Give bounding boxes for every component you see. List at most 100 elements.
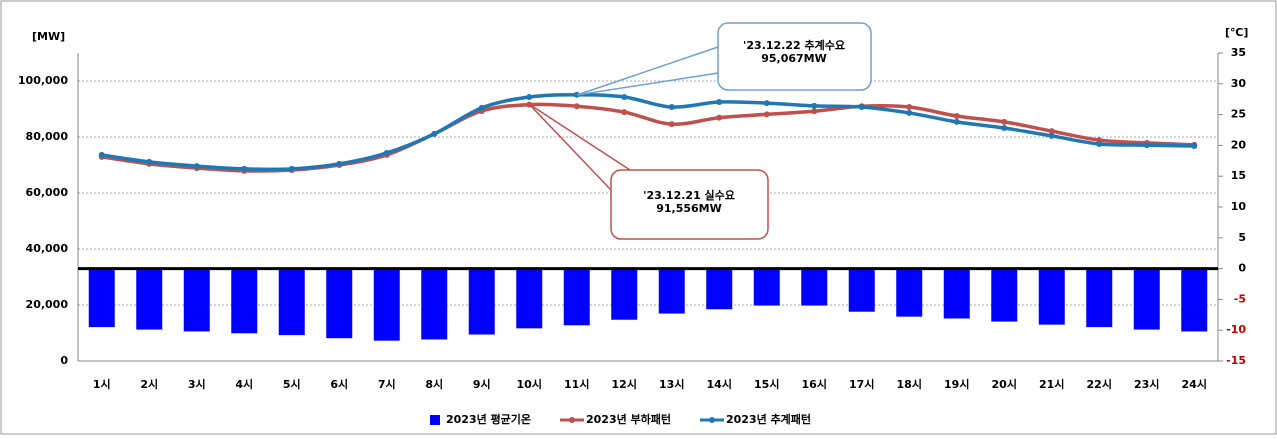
bar — [848, 268, 875, 312]
point — [906, 109, 913, 116]
x-tick-label: 7시 — [378, 378, 396, 391]
y-axis-label: [MW] — [32, 30, 65, 43]
bar — [326, 268, 353, 339]
x-tick-label: 4시 — [235, 378, 253, 391]
point — [241, 165, 248, 172]
point — [288, 165, 295, 172]
y2-tick-label: 5 — [1238, 231, 1246, 244]
bar — [1133, 268, 1160, 330]
point — [668, 104, 675, 111]
x-tick-label: 22시 — [1087, 378, 1112, 391]
bar — [991, 268, 1018, 322]
y-tick-label: 20,000 — [26, 298, 69, 311]
x-tick-label: 8시 — [425, 378, 443, 391]
callout-blue: '23.12.22 추계수요 95,067MW — [576, 22, 872, 96]
annotation: 91,556MW — [656, 202, 722, 215]
x-tick-label: 17시 — [849, 378, 874, 391]
y2-tick-label: -15 — [1226, 354, 1246, 367]
legend-swatch — [430, 415, 440, 425]
annotation: '23.12.21 실수요 — [643, 188, 735, 202]
point — [763, 111, 770, 118]
y-tick-label: 60,000 — [26, 186, 69, 199]
point — [431, 130, 438, 137]
point — [336, 160, 343, 167]
x-tick-label: 23시 — [1134, 378, 1159, 391]
x-tick-label: 10시 — [517, 378, 542, 391]
x-tick-label: 14시 — [707, 378, 732, 391]
x-tick-label: 21시 — [1039, 378, 1064, 391]
bar — [231, 268, 258, 334]
point — [668, 121, 675, 128]
x-tick-label: 19시 — [944, 378, 969, 391]
point — [716, 114, 723, 121]
bar — [1038, 268, 1065, 325]
x-tick-label: 2시 — [140, 378, 158, 391]
x-tick-label: 1시 — [93, 378, 111, 391]
y-tick-label: 80,000 — [26, 130, 69, 143]
bar — [421, 268, 448, 340]
bar — [278, 268, 305, 336]
x-tick-label: 18시 — [897, 378, 922, 391]
bar — [896, 268, 923, 317]
point — [858, 104, 865, 111]
y-tick-label: 0 — [60, 354, 68, 367]
y2-tick-label: 25 — [1231, 108, 1246, 121]
bar — [183, 268, 210, 332]
x-tick-label: 5시 — [283, 378, 301, 391]
annotation: 95,067MW — [761, 52, 827, 65]
point — [1191, 142, 1198, 149]
callout-red: '23.12.21 실수요 91,556MW — [528, 103, 769, 240]
point — [811, 108, 818, 115]
x-tick-label: 16시 — [802, 378, 827, 391]
point — [1048, 128, 1055, 135]
x-tick-label: 9시 — [473, 378, 491, 391]
y2-tick-label: -10 — [1226, 323, 1246, 336]
point — [1096, 141, 1103, 147]
x-tick-label: 24시 — [1182, 378, 1207, 391]
point — [953, 113, 960, 119]
legend-label: 2023년 부하패턴 — [586, 412, 671, 426]
point — [146, 158, 153, 165]
point — [573, 91, 580, 98]
point — [383, 149, 390, 156]
bar — [373, 268, 400, 341]
y2-tick-label: 10 — [1231, 200, 1247, 213]
y2-tick-label: 30 — [1231, 77, 1247, 90]
bar — [611, 268, 638, 320]
bar — [753, 268, 780, 306]
bar — [801, 268, 828, 306]
y2-tick-label: 20 — [1231, 138, 1247, 151]
bar — [136, 268, 163, 330]
point — [621, 93, 628, 100]
legend-label: 2023년 추계패턴 — [726, 412, 811, 426]
legend-swatch — [709, 417, 715, 423]
point — [526, 93, 533, 100]
line — [101, 93, 1195, 172]
point — [906, 104, 913, 111]
bar — [658, 268, 685, 314]
x-tick-label: 6시 — [330, 378, 348, 391]
point — [1001, 118, 1008, 125]
legend-swatch — [569, 417, 575, 423]
x-tick-label: 20시 — [992, 378, 1017, 391]
bar — [1181, 268, 1208, 332]
y2-tick-label: 35 — [1231, 46, 1246, 59]
bar — [468, 268, 495, 335]
plot: 0 20,000 40,000 60,000 80,000 100,000 -15 -10 -5… — [18, 46, 1246, 391]
point — [1001, 125, 1008, 132]
point — [763, 100, 770, 107]
bar — [88, 268, 115, 328]
point — [1048, 132, 1055, 139]
y2-tick-label: 15 — [1231, 169, 1246, 182]
point — [953, 118, 960, 125]
annotation: '23.12.22 추계수요 — [743, 38, 845, 52]
point — [573, 103, 580, 110]
bar — [1086, 268, 1113, 328]
point — [621, 109, 628, 116]
point — [1143, 142, 1150, 149]
y-tick-label: 40,000 — [26, 242, 69, 255]
point — [716, 99, 723, 105]
bar — [516, 268, 543, 329]
x-tick-label: 3시 — [188, 378, 206, 391]
